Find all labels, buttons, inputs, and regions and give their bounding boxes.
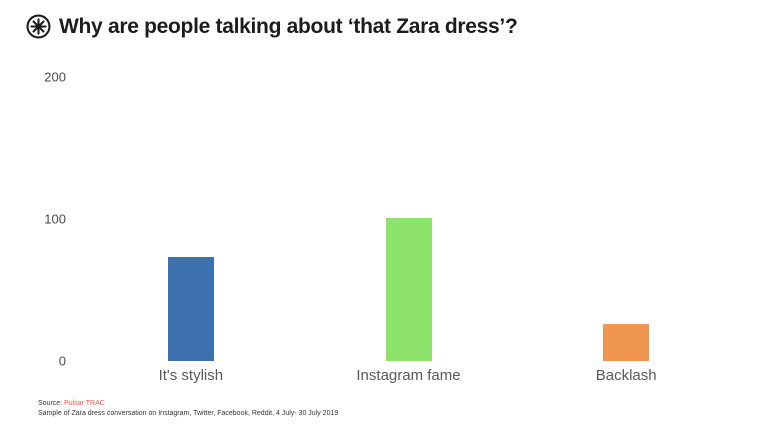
y-axis-tick-0: 0: [58, 353, 66, 369]
plot-area: [82, 77, 735, 361]
bar-its-stylish: [167, 257, 214, 361]
x-axis-label-backlash: Backlash: [595, 367, 657, 384]
y-axis-tick-100: 100: [44, 211, 66, 227]
bar-column: [517, 77, 735, 361]
pulsar-logo-icon: [26, 14, 51, 39]
bar-column: [82, 77, 300, 361]
source-footer: Source: Pulsar TRAC Sample of Zara dress…: [38, 399, 338, 419]
chart-title: Why are people talking about ‘that Zara …: [59, 14, 518, 38]
chart-header: Why are people talking about ‘that Zara …: [26, 14, 518, 39]
source-line: Source: Pulsar TRAC: [38, 399, 338, 409]
bar-instagram-fame: [385, 217, 432, 361]
source-link[interactable]: Pulsar TRAC: [64, 400, 105, 407]
bar-backlash: [603, 324, 650, 361]
x-axis-label-instagram-fame: Instagram fame: [356, 367, 461, 384]
x-axis-label-its-stylish: It's stylish: [158, 367, 224, 384]
sample-note: Sample of Zara dress conversation on Ins…: [38, 410, 339, 417]
x-axis-labels: It's stylish Instagram fame Backlash: [82, 367, 735, 384]
source-label: Source:: [38, 400, 63, 407]
bar-column: [300, 77, 518, 361]
y-axis-tick-200: 200: [44, 69, 66, 85]
